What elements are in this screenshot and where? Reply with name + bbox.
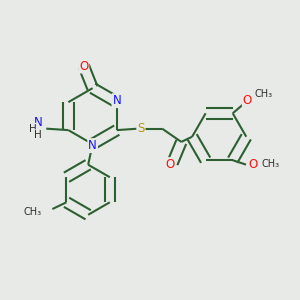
Text: H: H — [34, 130, 42, 140]
Text: N: N — [34, 116, 42, 129]
Text: O: O — [166, 158, 175, 171]
Text: CH₃: CH₃ — [254, 89, 272, 99]
Text: CH₃: CH₃ — [262, 159, 280, 169]
Text: N: N — [112, 94, 121, 107]
Text: O: O — [243, 94, 252, 106]
Text: H: H — [29, 124, 37, 134]
Text: O: O — [79, 60, 88, 73]
Text: CH₃: CH₃ — [23, 207, 41, 217]
Text: S: S — [137, 122, 145, 135]
Text: O: O — [249, 158, 258, 170]
Text: N: N — [88, 139, 97, 152]
